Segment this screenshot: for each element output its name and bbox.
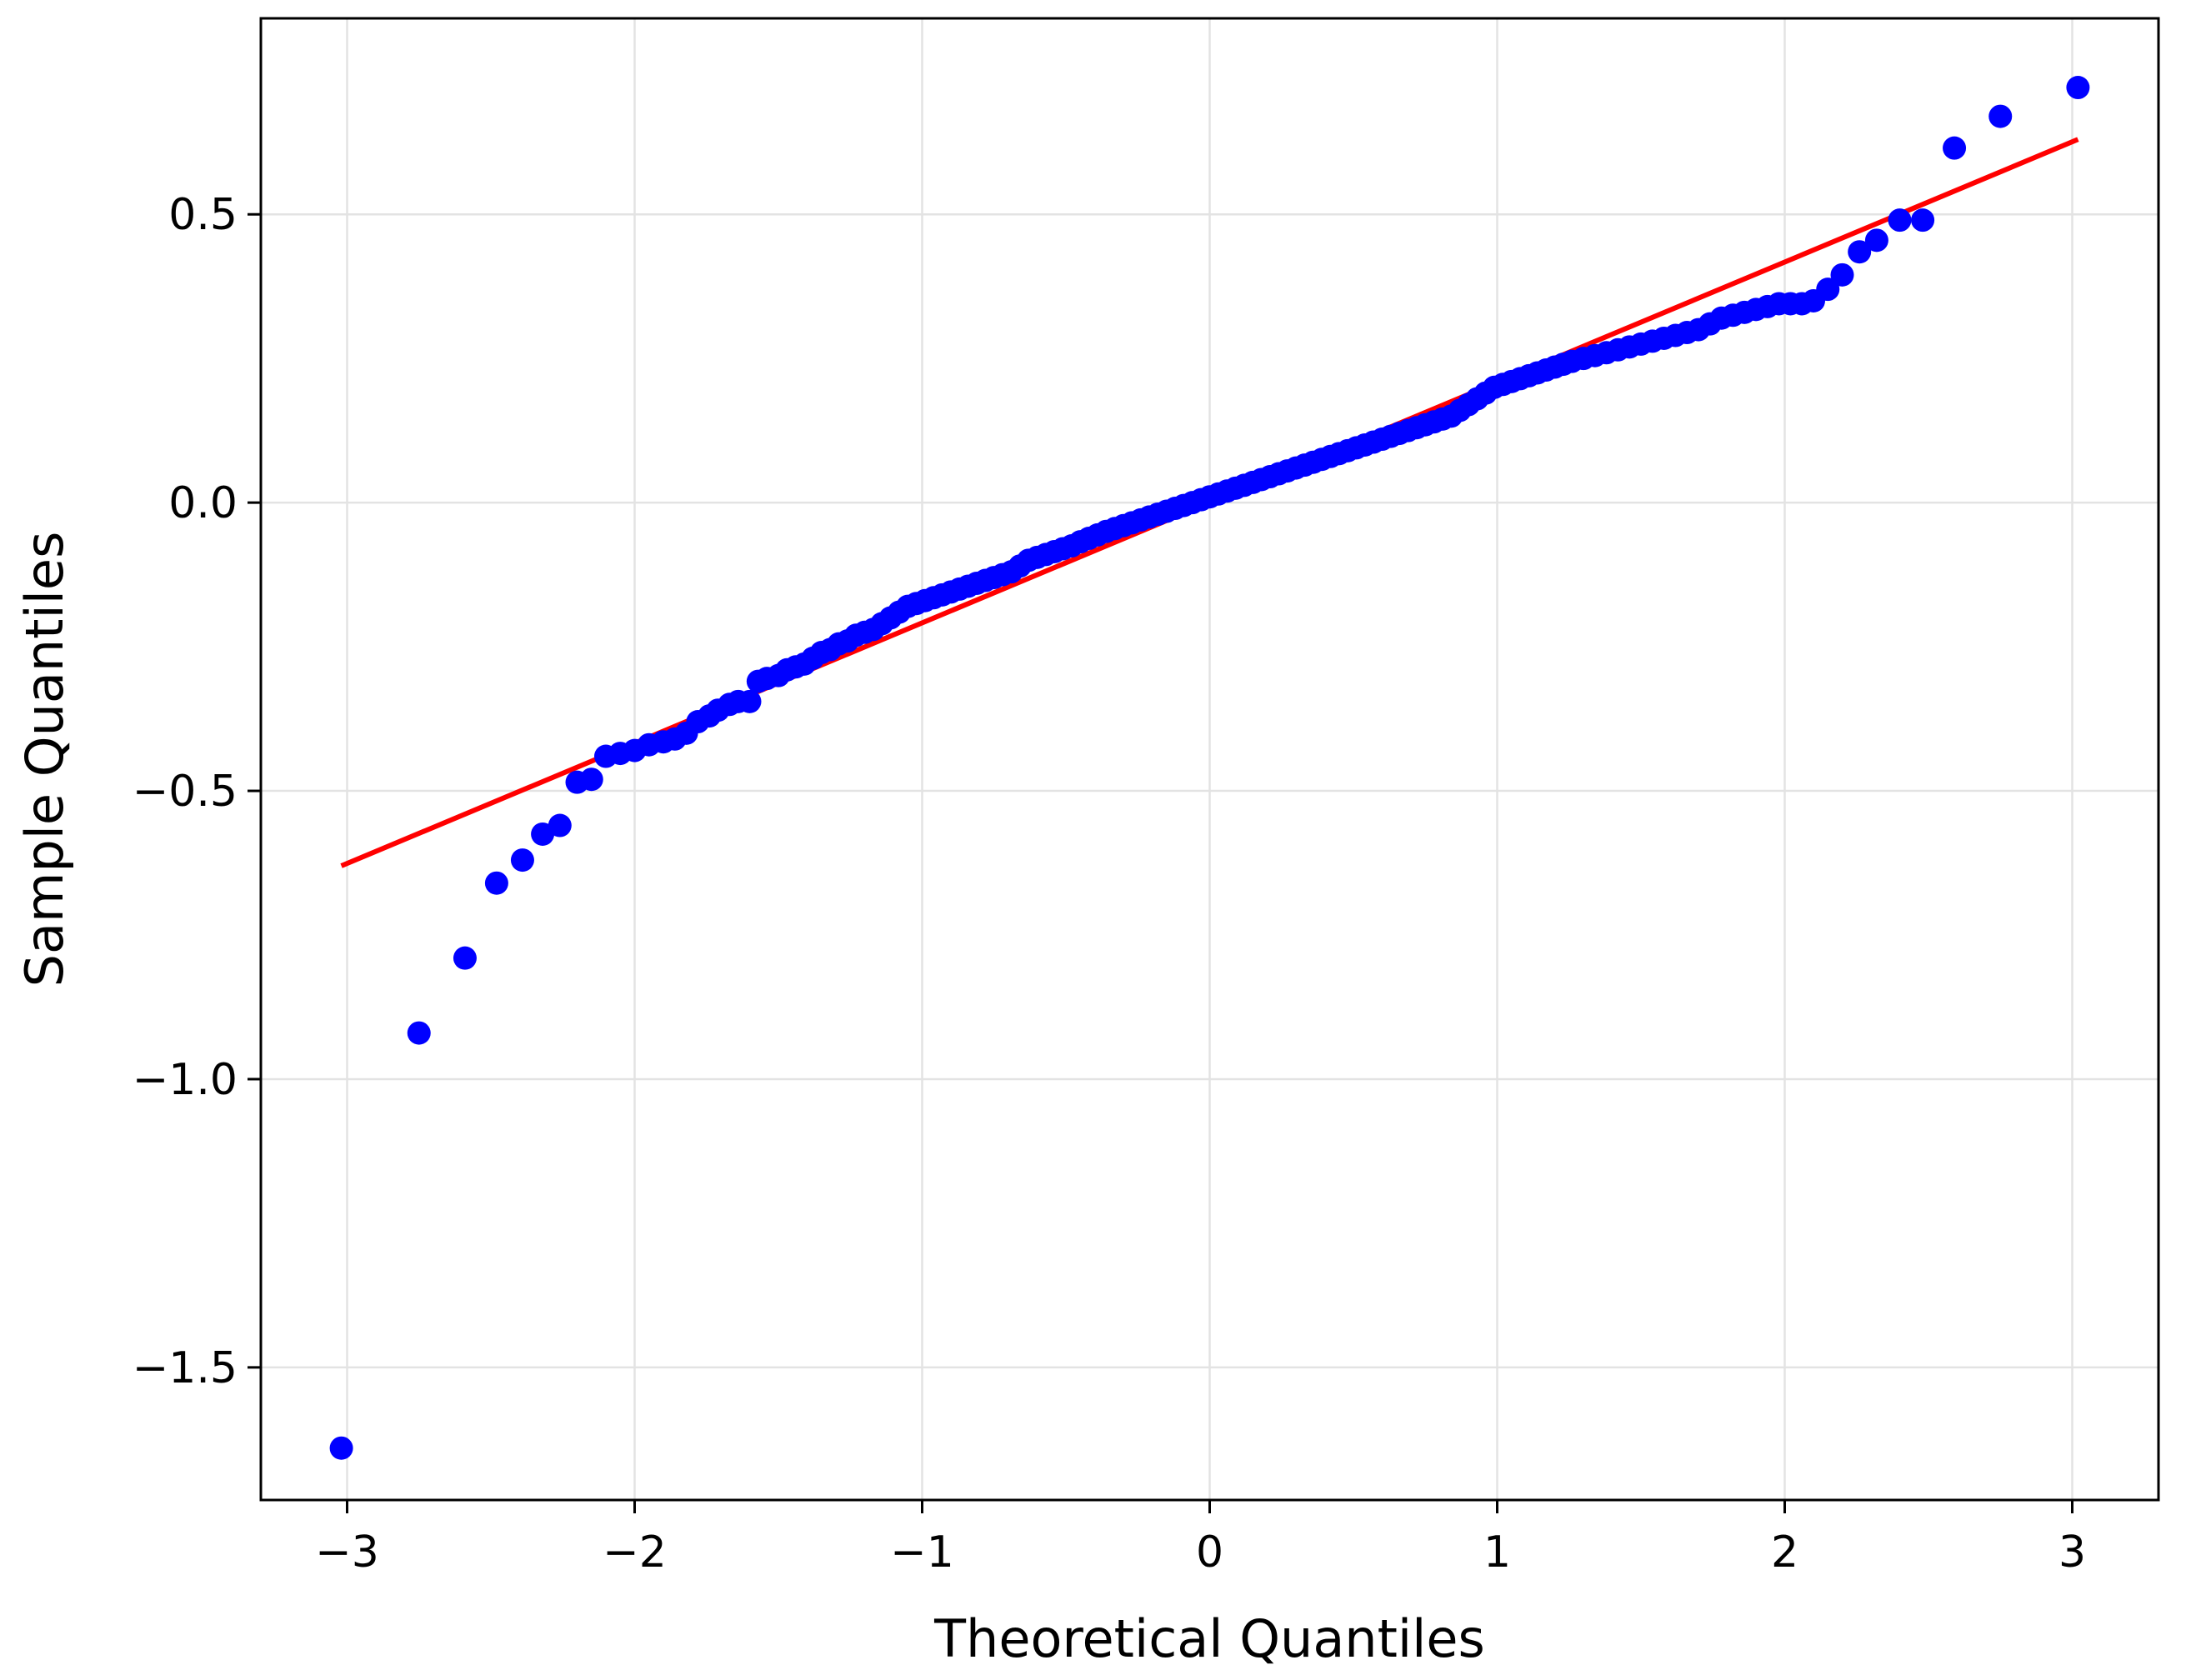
data-point	[1864, 228, 1888, 252]
x-tick-label: −2	[603, 1528, 667, 1578]
y-tick-label: 0.0	[168, 478, 238, 528]
data-point	[453, 946, 477, 970]
data-point	[548, 813, 572, 838]
y-tick-label: −1.5	[133, 1343, 238, 1393]
data-point	[510, 848, 534, 872]
data-point	[407, 1021, 431, 1045]
data-point	[1848, 240, 1872, 264]
data-points	[329, 76, 2090, 1460]
data-point	[531, 822, 555, 846]
y-tick-label: −0.5	[133, 767, 238, 817]
data-point	[1911, 208, 1935, 232]
data-point	[1830, 262, 1854, 287]
data-point	[1816, 278, 1840, 302]
data-point	[484, 871, 508, 895]
x-tick-label: 0	[1196, 1528, 1223, 1578]
y-axis-title: Sample Quantiles	[14, 532, 75, 988]
data-point	[2066, 76, 2090, 100]
y-tick-label: 0.5	[168, 190, 238, 240]
y-tick-label: −1.0	[133, 1055, 238, 1105]
x-tick-label: 1	[1483, 1528, 1511, 1578]
x-tick-label: −1	[890, 1528, 954, 1578]
data-point	[1988, 104, 2013, 128]
data-point	[1888, 208, 1912, 232]
grid-lines	[261, 18, 2158, 1500]
x-tick-label: 3	[2058, 1528, 2086, 1578]
x-tick-label: −3	[315, 1528, 379, 1578]
data-point	[738, 689, 762, 713]
data-point	[579, 768, 603, 792]
data-point	[329, 1436, 353, 1460]
axis-ticks: −3 −2 −1 0 1 2 3 −1.5 −1.0 −0.5 0.0 0.5	[133, 190, 2086, 1578]
data-point	[1943, 136, 1967, 160]
x-tick-label: 2	[1771, 1528, 1798, 1578]
x-axis-title: Theoretical Quantiles	[933, 1608, 1485, 1669]
